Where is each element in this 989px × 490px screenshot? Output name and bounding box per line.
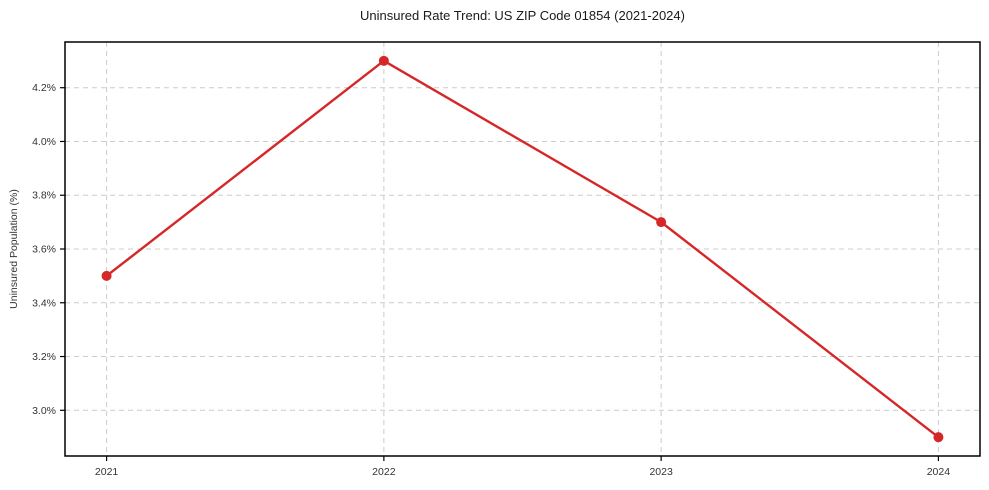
x-tick-label: 2022 xyxy=(372,466,396,478)
data-point-marker xyxy=(933,432,944,443)
data-point-marker xyxy=(101,270,112,281)
y-tick-label: 3.2% xyxy=(32,351,56,363)
data-point-marker xyxy=(378,55,389,66)
plot-frame xyxy=(64,41,981,457)
y-tick-label: 4.2% xyxy=(32,82,56,94)
data-point-marker xyxy=(656,217,667,228)
y-tick-label: 3.6% xyxy=(32,244,56,256)
y-tick-label: 4.0% xyxy=(32,136,56,148)
y-tick-label: 3.0% xyxy=(32,405,56,417)
x-tick-label: 2024 xyxy=(927,466,951,478)
x-tick-label: 2021 xyxy=(95,466,119,478)
x-tick-label: 2023 xyxy=(649,466,673,478)
y-tick-label: 3.8% xyxy=(32,190,56,202)
y-tick-label: 3.4% xyxy=(32,297,56,309)
trend-line xyxy=(105,59,940,439)
chart-title: Uninsured Rate Trend: US ZIP Code 01854 … xyxy=(360,8,685,23)
